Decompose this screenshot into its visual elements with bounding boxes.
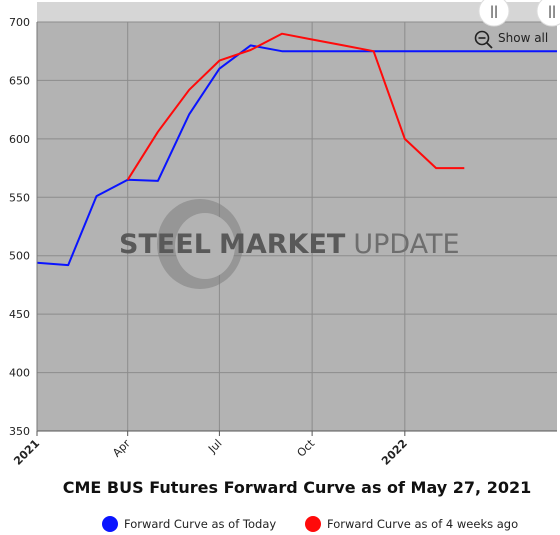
show-all-label: Show all (498, 31, 548, 45)
x-tick-label: 2022 (379, 437, 410, 468)
y-tick-label: 650 (9, 74, 30, 87)
handle-right-glyph: || (548, 4, 556, 18)
x-tick-label: Apr (110, 437, 133, 460)
legend-marker-2 (305, 516, 321, 532)
series-line-2 (126, 32, 465, 181)
legend-label-1[interactable]: Forward Curve as of Today (124, 517, 276, 531)
legend-marker-1 (102, 516, 118, 532)
series-layer (36, 32, 557, 267)
x-tick-label: Oct (295, 436, 318, 459)
watermark-word-3: UPDATE (353, 229, 459, 260)
y-tick-label: 500 (9, 250, 30, 263)
series-line-1 (36, 44, 557, 267)
chart-title: CME BUS Futures Forward Curve as of May … (63, 478, 531, 497)
y-tick-label: 550 (9, 191, 30, 204)
y-tick-label: 400 (9, 367, 30, 380)
watermark-text: STEEL MARKET UPDATE (119, 229, 460, 260)
navigator-handle-right[interactable]: || (536, 0, 560, 27)
range-navigator[interactable] (37, 2, 557, 22)
navigator-handle-left[interactable]: || (478, 0, 510, 27)
legend-label-2[interactable]: Forward Curve as of 4 weeks ago (327, 517, 518, 531)
x-tick-label: 2021 (11, 437, 42, 468)
axes: 350 400 450 500 550 600 650 700 2021 Apr Jul Oct 202… (9, 16, 557, 468)
y-tick-label: 700 (9, 16, 30, 29)
handle-left-glyph: || (490, 4, 498, 18)
watermark-logo-core (175, 213, 235, 279)
y-tick-label: 450 (9, 308, 30, 321)
plot-area (37, 22, 557, 431)
y-tick-label: 600 (9, 133, 30, 146)
watermark-word-1: STEEL (119, 229, 211, 260)
x-tick-label: Jul (205, 437, 224, 456)
watermark: STEEL MARKET UPDATE (119, 199, 460, 289)
legend: Forward Curve as of Today Forward Curve a… (102, 516, 518, 532)
zoom-out-icon (474, 30, 493, 49)
show-all-button[interactable]: Show all (474, 30, 549, 49)
y-tick-label: 350 (9, 425, 30, 438)
watermark-word-2: MARKET (219, 229, 346, 260)
